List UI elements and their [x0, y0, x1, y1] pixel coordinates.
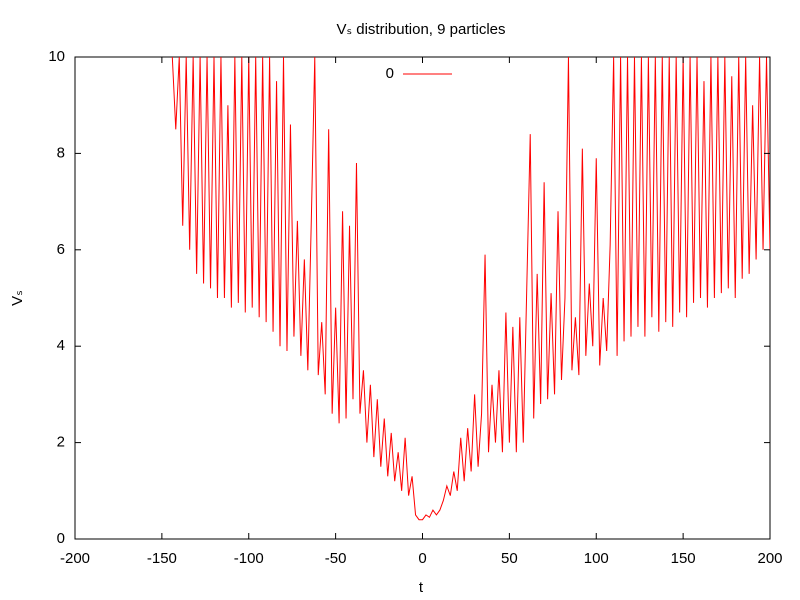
y-tick-label: 2 [57, 434, 65, 451]
y-axis-label: Vₛ [9, 290, 26, 306]
x-tick-label: 50 [501, 550, 518, 567]
x-tick-label: 200 [757, 550, 782, 567]
y-tick-label: 6 [57, 241, 65, 258]
y-tick-label: 8 [57, 144, 65, 161]
plot-area [171, 57, 770, 521]
x-tick-label: 0 [418, 550, 426, 567]
x-tick-label: -150 [147, 550, 177, 567]
data-line [171, 57, 770, 521]
chart-title: Vₛ distribution, 9 particles [336, 21, 505, 38]
x-tick-label: -50 [325, 550, 347, 567]
y-tick-label: 0 [57, 530, 65, 547]
x-tick-label: -100 [234, 550, 264, 567]
x-tick-label: 100 [584, 550, 609, 567]
x-tick-label: -200 [60, 550, 90, 567]
y-tick-label: 10 [48, 48, 65, 65]
x-tick-label: 150 [671, 550, 696, 567]
y-tick-label: 4 [57, 337, 65, 354]
legend-label: 0 [386, 65, 394, 82]
x-axis-label: t [419, 579, 424, 596]
